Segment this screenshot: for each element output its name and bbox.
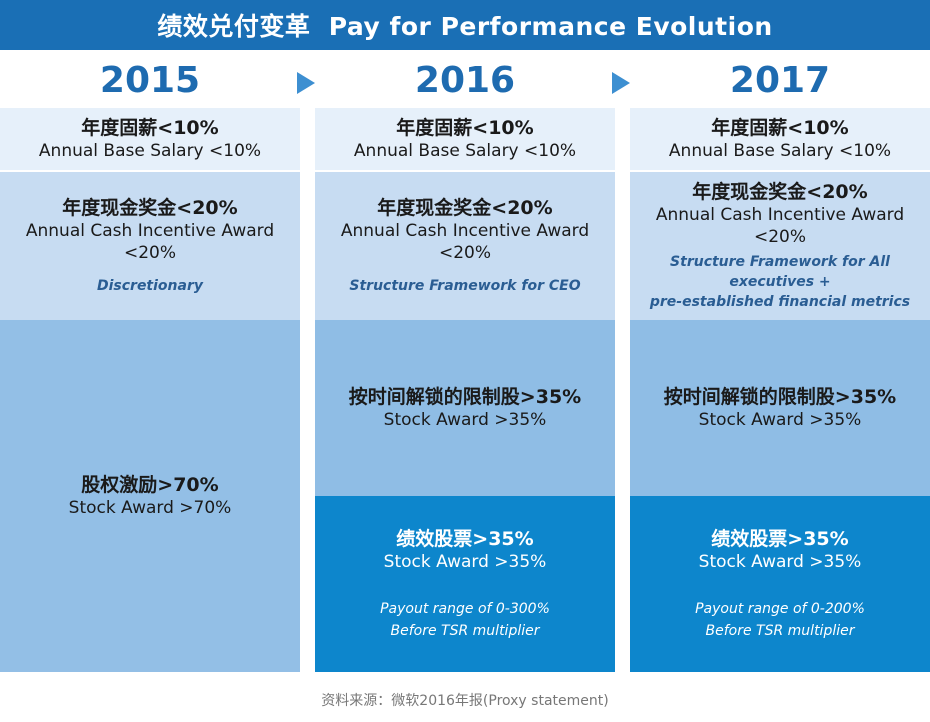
performance-en: Stock Award >35% [698, 552, 862, 572]
base-salary-en: Annual Base Salary <10% [38, 141, 262, 161]
cash-incentive-en-line1: Annual Cash Incentive Award [25, 221, 275, 241]
time-vested-en: Stock Award >35% [383, 410, 547, 430]
cash-note-2017-line1: Structure Framework for All [670, 254, 890, 270]
time-vested-en: Stock Award >35% [698, 410, 862, 430]
base-salary-2016: 年度固薪<10% Annual Base Salary <10% [315, 108, 615, 170]
cash-incentive-2015: 年度现金奖金<20% Annual Cash Incentive Award <… [0, 172, 300, 320]
source-footnote: 资料来源：微软2016年报(Proxy statement) [321, 693, 609, 709]
base-salary-en: Annual Base Salary <10% [668, 141, 892, 161]
cash-incentive-en-line2: <20% [438, 243, 492, 263]
cash-incentive-en-line1: Annual Cash Incentive Award [340, 221, 590, 241]
base-salary-en: Annual Base Salary <10% [353, 141, 577, 161]
time-vested-zh: 按时间解锁的限制股>35% [663, 386, 897, 408]
base-salary-zh: 年度固薪<10% [711, 117, 849, 139]
cash-incentive-en-line2: <20% [123, 243, 177, 263]
time-vested-stock-2017: 按时间解锁的限制股>35% Stock Award >35% [630, 320, 930, 496]
cash-incentive-2017: 年度现金奖金<20% Annual Cash Incentive Award <… [630, 172, 930, 320]
payout-range-2017: Payout range of 0-200% [695, 601, 865, 617]
stock-award-zh: 股权激励>70% [81, 474, 219, 496]
payout-range-2016: Payout range of 0-300% [380, 601, 550, 617]
performance-stock-2017: 绩效股票>35% Stock Award >35% Payout range o… [630, 496, 930, 672]
cash-incentive-zh: 年度现金奖金<20% [692, 181, 868, 203]
arrow-right-icon [297, 72, 315, 94]
time-vested-zh: 按时间解锁的限制股>35% [348, 386, 582, 408]
stock-award-2015: 股权激励>70% Stock Award >70% [0, 320, 300, 672]
page-title: 绩效兑付变革 Pay for Performance Evolution [157, 12, 773, 41]
title-bar: 绩效兑付变革 Pay for Performance Evolution [0, 0, 930, 50]
cash-incentive-en-line1: Annual Cash Incentive Award [655, 205, 905, 225]
performance-en: Stock Award >35% [383, 552, 547, 572]
performance-stock-2016: 绩效股票>35% Stock Award >35% Payout range o… [315, 496, 615, 672]
base-salary-2015: 年度固薪<10% Annual Base Salary <10% [0, 108, 300, 170]
time-vested-stock-2016: 按时间解锁的限制股>35% Stock Award >35% [315, 320, 615, 496]
cash-incentive-zh: 年度现金奖金<20% [62, 197, 238, 219]
cash-note-2015: Discretionary [96, 278, 203, 294]
stock-award-en: Stock Award >70% [68, 498, 232, 518]
base-salary-2017: 年度固薪<10% Annual Base Salary <10% [630, 108, 930, 170]
performance-zh: 绩效股票>35% [396, 528, 534, 550]
cash-incentive-zh: 年度现金奖金<20% [377, 197, 553, 219]
base-salary-zh: 年度固薪<10% [396, 117, 534, 139]
cash-incentive-en-line2: <20% [753, 227, 807, 247]
payout-tsr-note: Before TSR multiplier [390, 623, 540, 639]
cash-note-2017-line3: pre-established financial metrics [649, 294, 911, 310]
performance-zh: 绩效股票>35% [711, 528, 849, 550]
year-2015: 2015 [99, 60, 201, 101]
year-2017: 2017 [729, 60, 831, 101]
payout-tsr-note: Before TSR multiplier [705, 623, 855, 639]
base-salary-zh: 年度固薪<10% [81, 117, 219, 139]
cash-note-2016: Structure Framework for CEO [349, 278, 581, 294]
arrow-right-icon [612, 72, 630, 94]
year-2016: 2016 [414, 60, 516, 101]
cash-incentive-2016: 年度现金奖金<20% Annual Cash Incentive Award <… [315, 172, 615, 320]
cash-note-2017-line2: executives + [729, 274, 831, 290]
